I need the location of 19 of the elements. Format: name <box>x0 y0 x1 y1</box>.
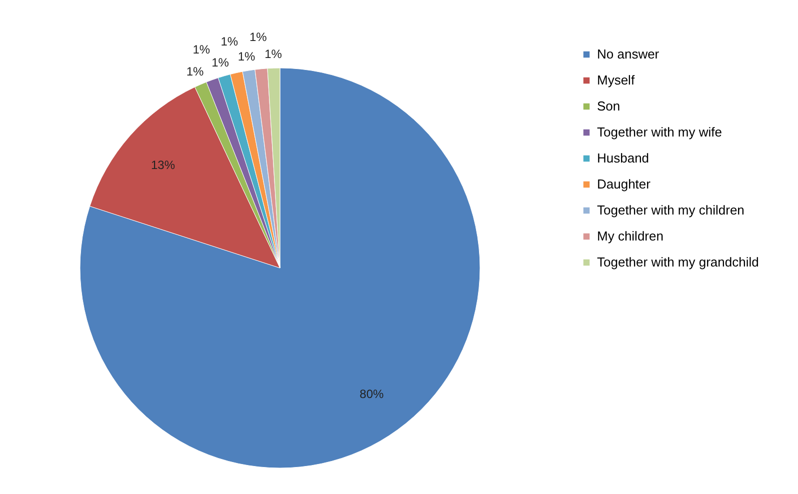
legend-label: No answer <box>597 46 660 62</box>
data-label: 1% <box>220 34 238 49</box>
data-label: 1% <box>238 50 256 64</box>
data-label: 13% <box>150 158 176 172</box>
data-label: 1% <box>212 55 230 70</box>
legend-label: Daughter <box>597 176 652 192</box>
legend-label: Husband <box>597 150 650 166</box>
pie-slice <box>80 68 480 468</box>
data-label: 1% <box>186 64 204 79</box>
legend-label: Myself <box>597 72 635 88</box>
data-label: 1% <box>192 42 210 57</box>
legend-label: Together with my wife <box>597 124 722 140</box>
data-label: 1% <box>249 30 268 44</box>
legend-label: Together with my grandchild <box>597 254 759 270</box>
data-label: 80% <box>360 387 384 402</box>
data-label: 1% <box>264 47 282 62</box>
legend-label: Together with my children <box>597 202 744 218</box>
legend-label: Son <box>597 98 620 114</box>
legend-label: My children <box>597 228 664 244</box>
